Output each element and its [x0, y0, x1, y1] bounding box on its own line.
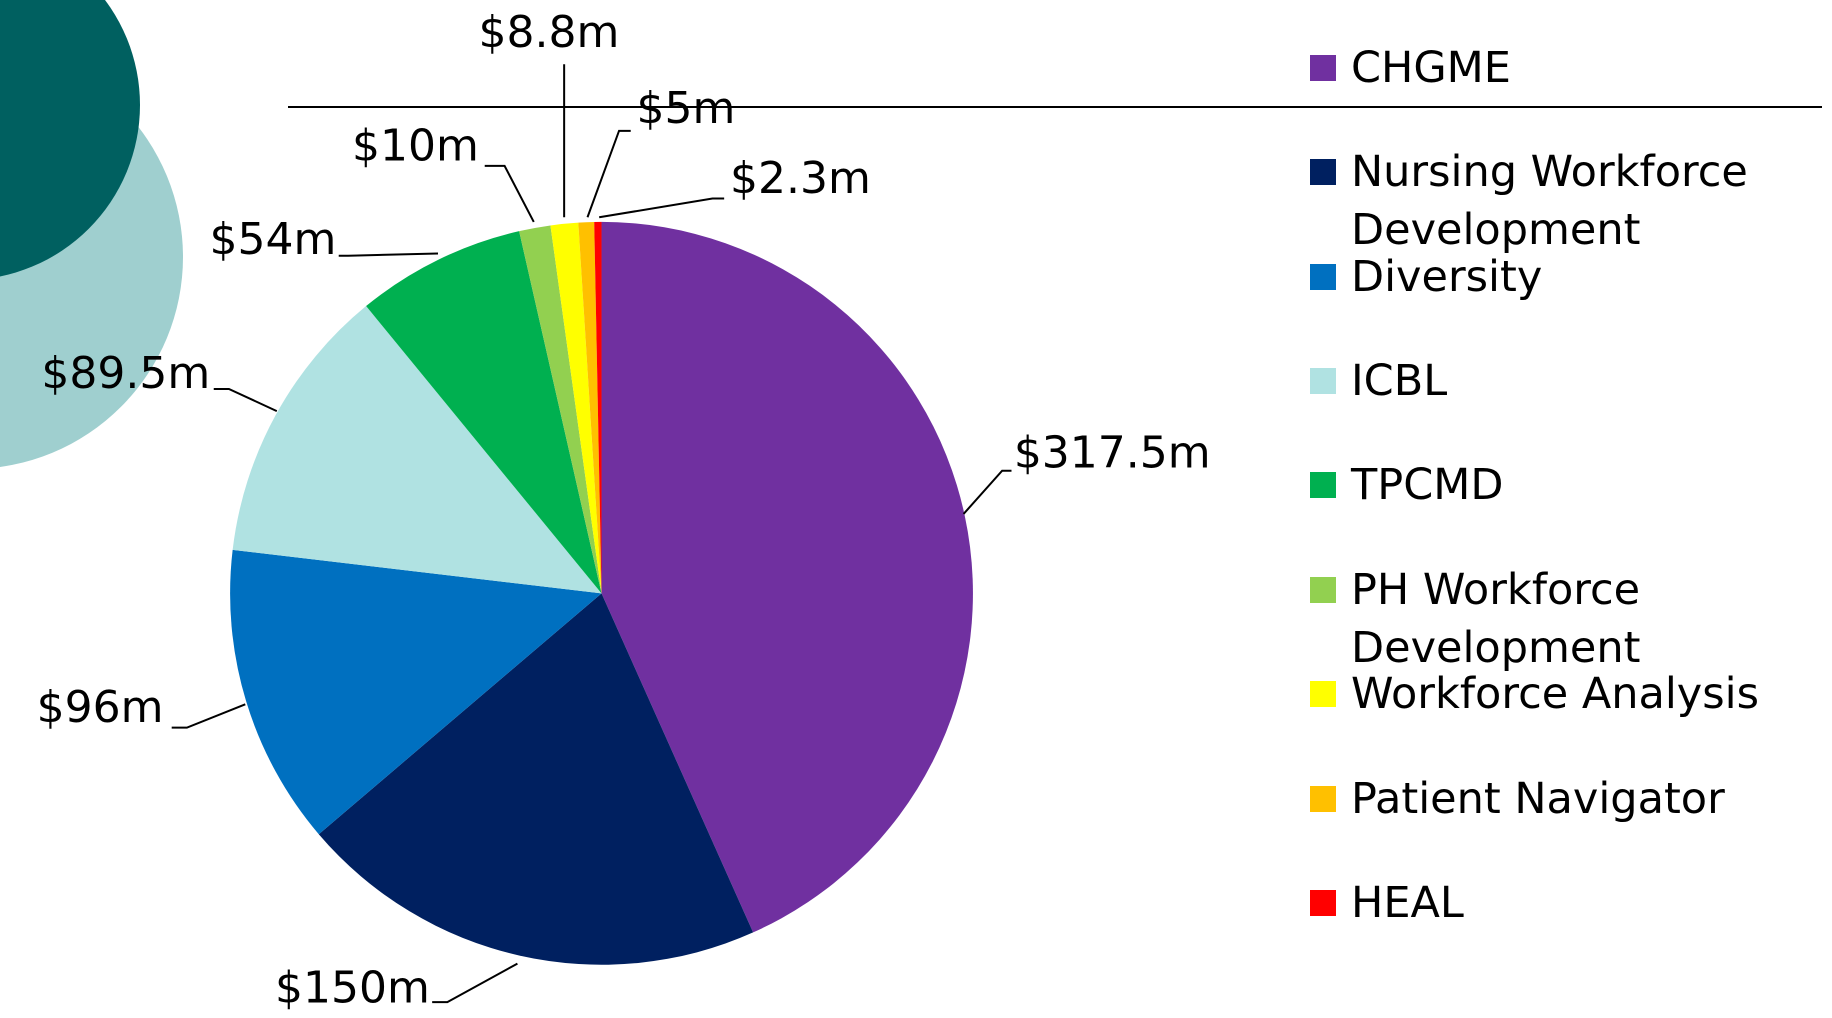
- leader-line: [962, 469, 1012, 515]
- legend-label: CHGME: [1351, 42, 1511, 93]
- pie-slice: [550, 222, 602, 594]
- legend-label: Patient Navigator: [1351, 773, 1725, 824]
- pie-slice: [601, 221, 973, 933]
- leader-line: [338, 252, 439, 257]
- leader-line: [484, 164, 535, 223]
- pie-slice: [318, 593, 754, 965]
- leader-line: [213, 387, 278, 413]
- data-label: $5m: [637, 83, 736, 134]
- data-label: $89.5m: [41, 348, 210, 399]
- legend-label: ICBL: [1351, 355, 1448, 406]
- data-label: $8.8m: [479, 7, 620, 58]
- pie-slice: [578, 221, 602, 594]
- legend-label: Nursing Workforce Development: [1351, 146, 1748, 255]
- legend-swatch: [1310, 54, 1336, 81]
- legend-swatch: [1310, 158, 1336, 185]
- data-label: $10m: [352, 120, 479, 171]
- leader-line: [171, 703, 246, 729]
- legend-label: PH Workforce Development: [1351, 564, 1641, 673]
- legend-label: TPCMD: [1351, 459, 1504, 510]
- legend-label: Diversity: [1351, 251, 1543, 302]
- pie-slice: [519, 225, 602, 594]
- pie-slice: [230, 549, 602, 835]
- legend-swatch: [1310, 785, 1336, 812]
- leader-line: [432, 962, 518, 1004]
- legend-label: HEAL: [1351, 877, 1464, 928]
- legend-swatch: [1310, 471, 1336, 498]
- legend-swatch: [1310, 680, 1336, 707]
- legend-swatch: [1310, 263, 1336, 290]
- legend-label: Workforce Analysis: [1351, 668, 1759, 719]
- legend-swatch: [1310, 367, 1336, 394]
- data-label: $150m: [275, 962, 430, 1013]
- legend-swatch: [1310, 889, 1336, 916]
- data-label: $96m: [37, 682, 164, 733]
- leader-line: [586, 129, 631, 218]
- leader-line: [599, 197, 725, 219]
- legend-swatch: [1310, 576, 1336, 603]
- pie-slice: [366, 231, 602, 594]
- decor-circle: [0, 0, 140, 277]
- pie-slice: [594, 221, 602, 594]
- data-label: $2.3m: [730, 153, 871, 204]
- data-label: $317.5m: [1014, 428, 1211, 479]
- data-label: $54m: [210, 214, 337, 265]
- pie-slice: [232, 306, 602, 594]
